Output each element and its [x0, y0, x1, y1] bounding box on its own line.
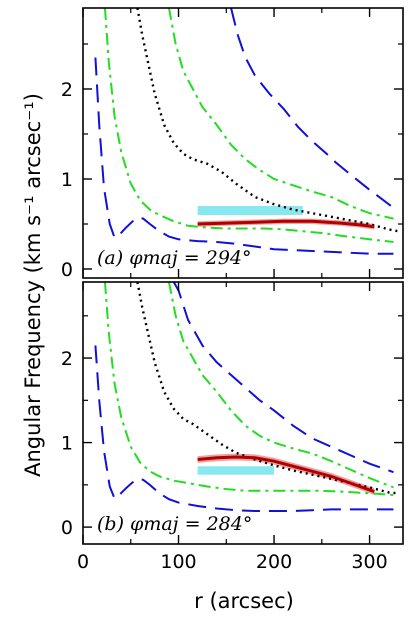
y-tick-label: 1	[61, 169, 73, 191]
y-axis-label: Angular Frequency (km s⁻¹ arcsec⁻¹)	[21, 93, 45, 477]
series-line-3	[167, 8, 394, 220]
model-line	[197, 455, 375, 494]
panel-b-annotation: (b) φmaj = 284°	[97, 513, 252, 535]
x-tick-label: 100	[160, 551, 196, 573]
x-axis-label: r (arcsec)	[194, 589, 294, 613]
panel-b: 0 100 200 300 0 1 2 (b) φmaj = 284°	[61, 281, 404, 573]
y-tick-label: 2	[61, 348, 73, 370]
x-tick-label: 0	[77, 551, 89, 573]
series-line-1	[103, 282, 394, 496]
model-line	[197, 219, 375, 229]
series-line-1	[103, 8, 394, 243]
series-line-3	[167, 282, 394, 489]
series-line-4	[230, 8, 395, 209]
series-line-4	[172, 282, 394, 474]
observed-band	[197, 206, 303, 215]
series-line-0	[94, 345, 394, 513]
y-tick-label: 2	[61, 79, 73, 101]
panel-b-frame	[82, 281, 404, 545]
y-tick-label: 0	[61, 517, 73, 539]
series-line-0	[94, 57, 394, 255]
x-tick-label: 200	[256, 551, 292, 573]
panel-a: 0 1 2 (a) φmaj = 294°	[61, 7, 404, 281]
panel-a-frame	[82, 7, 404, 279]
y-tick-label: 0	[61, 259, 73, 281]
x-tick-label: 300	[351, 551, 387, 573]
y-tick-label: 1	[61, 433, 73, 455]
observed-band	[197, 466, 275, 475]
series-line-2	[136, 8, 399, 233]
panel-a-annotation: (a) φmaj = 294°	[97, 247, 252, 269]
